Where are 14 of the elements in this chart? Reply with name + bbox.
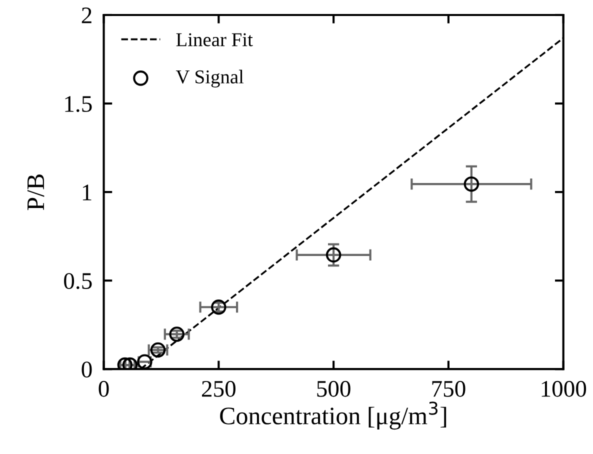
x-tick-label: 0 <box>98 380 109 397</box>
y-axis-title: P/B <box>27 174 44 210</box>
x-tick-label: 750 <box>432 380 466 397</box>
x-tick-label: 500 <box>317 380 350 397</box>
y-tick-label: 0.5 <box>64 273 92 290</box>
y-tick-label: 0 <box>82 362 92 378</box>
x-tick-label: 250 <box>202 380 236 397</box>
y-tick-label: 1 <box>82 184 92 200</box>
legend-label: V Signal <box>176 70 244 88</box>
x-axis-title: Concentration [μg/m$^{3}$] <box>220 402 446 430</box>
y-tick-label: 1.5 <box>65 96 92 112</box>
legend-label: Linear Fit <box>176 33 253 46</box>
x-tick-label: 1000 <box>542 380 586 397</box>
y-tick-label: 2 <box>82 8 92 24</box>
